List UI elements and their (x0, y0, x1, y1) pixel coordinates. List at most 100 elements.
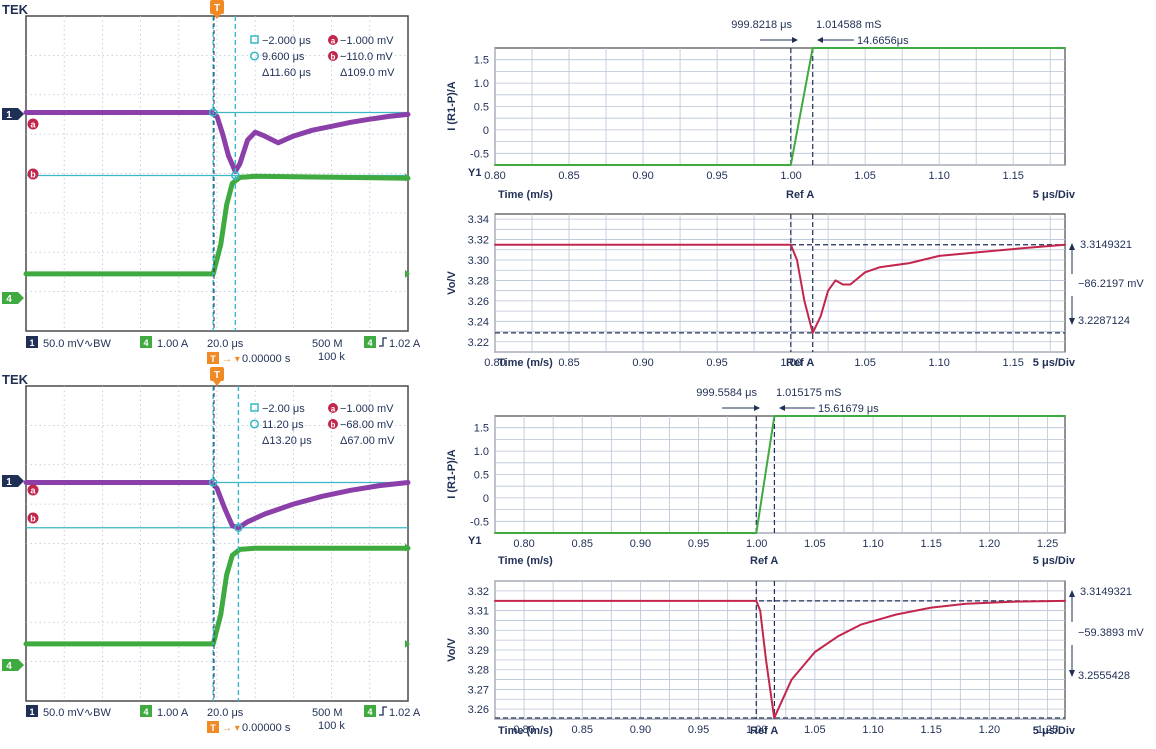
x-tick-label: 1.15 (1002, 357, 1023, 369)
svg-text:−59.3893 mV: −59.3893 mV (1078, 627, 1144, 639)
voltage-plot-bottom: 0.80 0.85 0.90 0.95 1.00 1.05 1.10 1.15 1.20 1.25… (446, 580, 1144, 737)
y-tick-label: -0.5 (470, 148, 489, 160)
svg-text:3.2555428: 3.2555428 (1078, 670, 1130, 682)
readout-v-a: −1.000 mV (340, 35, 394, 47)
y-tick-label: 3.28 (468, 665, 489, 677)
svg-text:4: 4 (143, 338, 148, 348)
readout-v-b: −110.0 mV (340, 51, 393, 63)
x-tick-label: 0.95 (688, 724, 709, 736)
sample-rate: 500 M (312, 338, 343, 350)
x-tick-label: 0.80 (484, 357, 505, 369)
svg-text:→ ▾: → ▾ (222, 723, 240, 734)
y-tick-label: 3.34 (468, 214, 489, 226)
ch4-edge-arrow (405, 639, 410, 648)
cursor-b-marker: b (27, 512, 39, 524)
readout-t-b: 11.20 μs (262, 419, 304, 431)
trigger-marker: T (210, 367, 224, 386)
scope-bottom: TEK T 1 4 a b −2.00 μs 11.20 (2, 367, 421, 734)
timebase: 20.0 μs (207, 707, 244, 719)
y-tick-label: 1.0 (474, 78, 489, 90)
delta-v-annotation: 3.3149321 −86.2197 mV 3.2287124 (1069, 239, 1144, 327)
plot-series (494, 415, 1066, 534)
ch4-marker: 4 (2, 292, 24, 305)
svg-text:−86.2197 mV: −86.2197 mV (1078, 278, 1144, 290)
y1-label: Y1 (468, 535, 481, 547)
x-tick-label: 1.05 (804, 538, 825, 550)
readout-t-b: 9.600 μs (262, 51, 305, 63)
trigger-position: 0.00000 s (242, 353, 291, 365)
y1-label: Y1 (468, 167, 481, 179)
ch4-edge-arrow (405, 543, 410, 552)
ch4-scale: 1.00 A (157, 707, 189, 719)
svg-text:999.8218 μs: 999.8218 μs (731, 19, 792, 31)
svg-text:3.3149321: 3.3149321 (1080, 239, 1132, 251)
plot-series (494, 581, 1066, 719)
svg-text:3.3149321: 3.3149321 (1080, 586, 1132, 598)
record-length: 100 k (318, 351, 345, 363)
x-tick-label: 0.95 (706, 357, 727, 369)
x-axis-label: Time (m/s) (498, 555, 553, 567)
svg-text:14.6656μs: 14.6656μs (857, 35, 909, 47)
svg-text:a: a (331, 405, 336, 414)
trigger-marker: T (210, 0, 224, 19)
x-tick-label: 1.10 (928, 170, 949, 182)
y-tick-label: 3.28 (468, 275, 489, 287)
ch4-edge-arrow (405, 173, 410, 182)
x-tick-label: 1.00 (746, 724, 767, 736)
x-tick-label: 1.05 (854, 170, 875, 182)
x-tick-label: 0.85 (558, 357, 579, 369)
div-label: 5 μs/Div (1033, 357, 1076, 369)
y-axis-label: Vo/V (446, 271, 458, 295)
svg-text:1: 1 (6, 110, 12, 121)
ref-label: Ref A (786, 357, 814, 369)
x-tick-label: 0.80 (513, 538, 534, 550)
plot-grid (494, 214, 1065, 353)
x-tick-label: 0.85 (558, 170, 579, 182)
scope-traces (23, 16, 411, 331)
ch4-marker: 4 (2, 659, 24, 672)
x-tick-label: 0.90 (632, 357, 653, 369)
cursor-a-marker: a (27, 118, 39, 130)
y-tick-label: 0 (483, 493, 489, 505)
svg-text:1: 1 (6, 477, 12, 488)
series-line-green (494, 415, 1066, 534)
y-tick-label: 0.5 (474, 470, 489, 482)
y-tick-label: 3.32 (468, 235, 489, 247)
readout-v-delta: Δ67.00 mV (340, 435, 395, 447)
delta-annotation: 999.8218 μs 1.014588 mS 14.6656μs (731, 19, 909, 47)
cursor-readout: −2.000 μs 9.600 μs Δ11.60 μs a −1.000 mV… (249, 35, 395, 79)
x-tick-label: 1.20 (979, 538, 1000, 550)
scope-footer: 1 50.0 mV∿BW 4 1.00 A 20.0 μs 500 M 100 … (26, 336, 421, 365)
x-tick-label: 0.85 (572, 538, 593, 550)
y-tick-label: 1.5 (474, 55, 489, 67)
svg-text:1.014588 mS: 1.014588 mS (816, 19, 881, 31)
y-tick-label: 3.30 (468, 255, 489, 267)
y-tick-labels: 1.5 1.0 0.5 0 -0.5 (470, 423, 489, 529)
readout-t-a: −2.000 μs (262, 35, 311, 47)
cursor-readout: −2.00 μs 11.20 μs Δ13.20 μs a −1.000 mV … (249, 403, 395, 447)
svg-text:a: a (331, 37, 336, 46)
series-line-green (494, 47, 1066, 166)
x-tick-label: 0.90 (630, 724, 651, 736)
ch1-marker: 1 (2, 475, 24, 488)
x-tick-label: 1.00 (780, 170, 801, 182)
y-axis-label: I (R1-P)/A (446, 81, 458, 131)
svg-text:b: b (30, 170, 36, 180)
svg-text:4: 4 (143, 707, 148, 717)
scope-grid (26, 16, 408, 331)
plot-grid (494, 416, 1065, 534)
cursor-b-point (231, 171, 240, 180)
plot-series (494, 47, 1066, 166)
svg-text:4: 4 (367, 707, 372, 717)
readout-v-a: −1.000 mV (340, 403, 394, 415)
x-tick-label: 0.80 (513, 724, 534, 736)
cursor-b-point (234, 523, 243, 532)
svg-text:a: a (30, 486, 36, 496)
x-tick-label: 0.95 (706, 170, 727, 182)
y-axis-label: Vo/V (446, 638, 458, 662)
voltage-plot-top: 0.80 0.85 0.90 0.95 1.00 1.05 1.10 1.15 3.343.3… (446, 213, 1144, 369)
x-tick-label: 1.05 (804, 724, 825, 736)
ref-label: Ref A (750, 725, 778, 737)
plot-series (494, 214, 1066, 352)
x-tick-labels: 0.80 0.85 0.90 0.95 1.00 1.05 1.10 1.15 (484, 357, 1024, 369)
